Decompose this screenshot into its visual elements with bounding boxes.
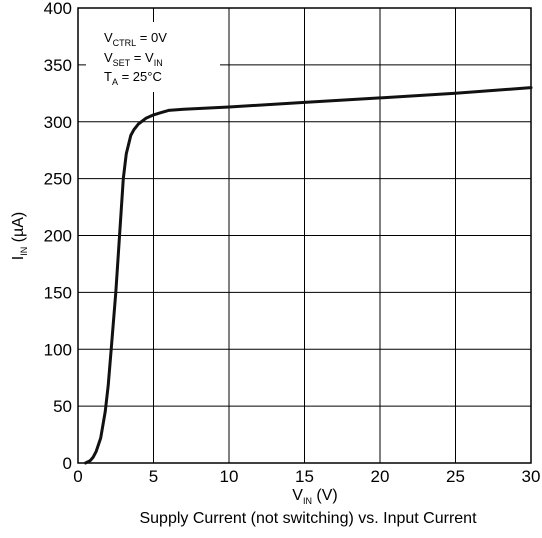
y-tick-label: 0 [63,454,72,473]
x-tick-label: 25 [446,467,465,486]
y-tick-labels: 0 50 100 150 200 250 300 350 400 [44,0,72,473]
x-tick-label: 0 [73,467,82,486]
x-tick-label: 10 [220,467,239,486]
y-tick-label: 250 [44,170,72,189]
y-tick-label: 150 [44,283,72,302]
x-axis-label: VIN (V) [292,487,337,506]
series-line [86,88,532,463]
y-tick-label: 350 [44,56,72,75]
y-tick-label: 50 [53,397,72,416]
x-tick-label: 30 [522,467,541,486]
x-tick-label: 20 [371,467,390,486]
x-tick-labels: 0 5 10 15 20 25 30 [73,467,540,486]
y-tick-label: 300 [44,113,72,132]
y-axis-label: IIN (µA) [10,212,29,260]
y-tick-label: 100 [44,340,72,359]
series-layer [86,88,532,463]
y-tick-label: 200 [44,227,72,246]
x-tick-label: 15 [295,467,314,486]
y-tick-label: 400 [44,0,72,18]
chart-caption: Supply Current (not switching) vs. Input… [139,510,477,527]
x-tick-label: 5 [149,467,158,486]
